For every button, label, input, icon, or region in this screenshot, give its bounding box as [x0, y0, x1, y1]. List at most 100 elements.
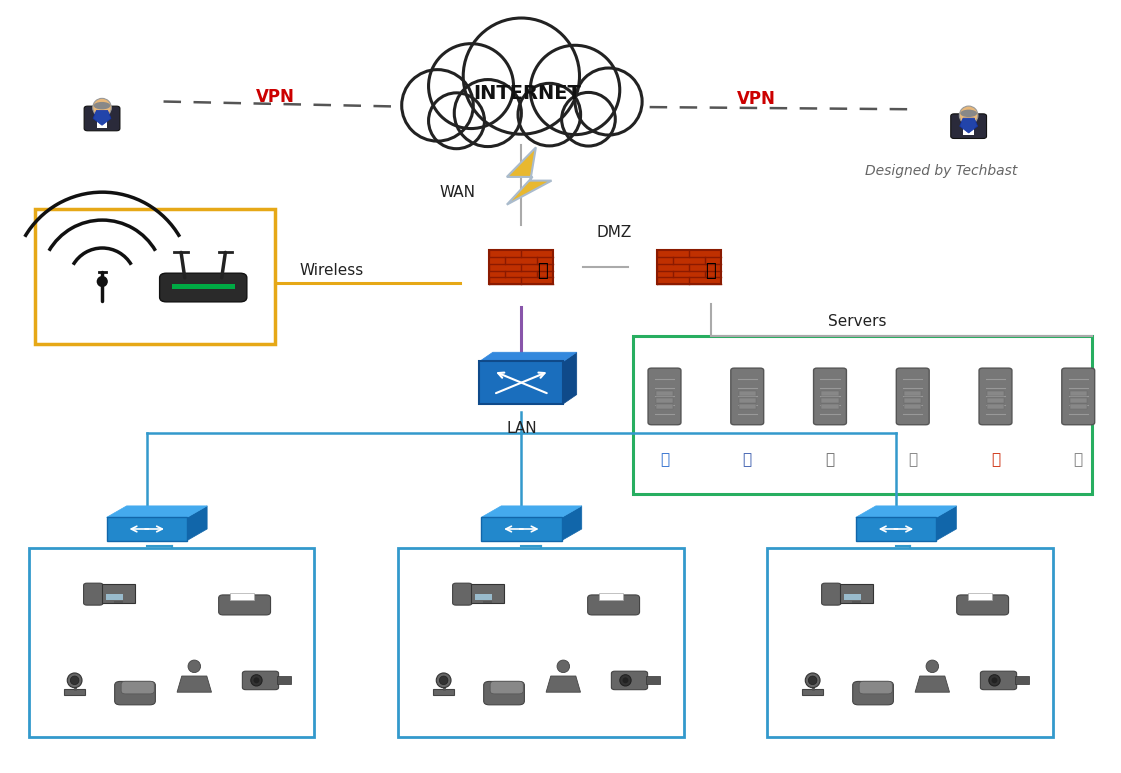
- FancyBboxPatch shape: [102, 584, 136, 603]
- FancyBboxPatch shape: [398, 548, 684, 737]
- Text: 🔥: 🔥: [705, 262, 715, 281]
- FancyBboxPatch shape: [433, 689, 454, 695]
- FancyBboxPatch shape: [219, 595, 270, 615]
- Ellipse shape: [436, 673, 451, 688]
- FancyBboxPatch shape: [480, 362, 563, 404]
- FancyBboxPatch shape: [474, 594, 492, 600]
- FancyBboxPatch shape: [739, 398, 756, 403]
- Polygon shape: [106, 506, 207, 517]
- FancyBboxPatch shape: [96, 111, 108, 128]
- FancyBboxPatch shape: [121, 681, 155, 694]
- FancyBboxPatch shape: [105, 594, 123, 600]
- FancyBboxPatch shape: [1069, 391, 1087, 397]
- FancyBboxPatch shape: [739, 391, 756, 397]
- Polygon shape: [960, 118, 978, 133]
- Ellipse shape: [518, 83, 581, 146]
- FancyBboxPatch shape: [490, 250, 554, 284]
- Polygon shape: [546, 676, 581, 692]
- Ellipse shape: [94, 102, 110, 109]
- Ellipse shape: [960, 106, 978, 124]
- Text: DMZ: DMZ: [596, 225, 632, 240]
- FancyBboxPatch shape: [611, 671, 648, 690]
- Text: 🗄: 🗄: [1074, 452, 1083, 467]
- Ellipse shape: [926, 660, 938, 673]
- FancyBboxPatch shape: [587, 595, 640, 615]
- FancyBboxPatch shape: [855, 517, 936, 540]
- Text: WAN: WAN: [439, 185, 475, 200]
- FancyBboxPatch shape: [84, 583, 103, 605]
- Ellipse shape: [622, 677, 629, 683]
- Ellipse shape: [67, 673, 82, 688]
- Ellipse shape: [557, 660, 569, 673]
- Text: 🔷: 🔷: [743, 452, 752, 467]
- Ellipse shape: [992, 677, 998, 683]
- FancyBboxPatch shape: [768, 548, 1053, 737]
- Polygon shape: [481, 506, 582, 517]
- Ellipse shape: [253, 677, 259, 683]
- FancyBboxPatch shape: [490, 681, 524, 694]
- Text: Designed by Techbast: Designed by Techbast: [864, 164, 1017, 178]
- Ellipse shape: [454, 80, 521, 147]
- Polygon shape: [93, 111, 111, 125]
- FancyBboxPatch shape: [656, 404, 673, 410]
- Ellipse shape: [428, 93, 484, 148]
- FancyBboxPatch shape: [1069, 398, 1087, 403]
- Ellipse shape: [93, 98, 111, 117]
- FancyBboxPatch shape: [106, 517, 187, 540]
- FancyBboxPatch shape: [230, 593, 253, 600]
- FancyBboxPatch shape: [656, 398, 673, 403]
- FancyBboxPatch shape: [84, 106, 120, 131]
- Ellipse shape: [530, 46, 620, 135]
- Ellipse shape: [562, 93, 615, 146]
- Ellipse shape: [401, 70, 473, 141]
- FancyBboxPatch shape: [844, 594, 861, 600]
- FancyBboxPatch shape: [633, 336, 1092, 494]
- Text: 🔥: 🔥: [537, 262, 548, 281]
- FancyBboxPatch shape: [822, 583, 841, 605]
- Ellipse shape: [989, 675, 1000, 686]
- FancyBboxPatch shape: [859, 681, 892, 694]
- Polygon shape: [507, 148, 552, 205]
- FancyBboxPatch shape: [471, 584, 504, 603]
- FancyBboxPatch shape: [35, 209, 276, 344]
- Ellipse shape: [251, 675, 262, 686]
- Text: 📋: 📋: [825, 452, 834, 467]
- Ellipse shape: [96, 276, 108, 287]
- Text: Servers: Servers: [827, 314, 886, 329]
- FancyBboxPatch shape: [731, 368, 763, 424]
- Text: 📁: 📁: [908, 452, 917, 467]
- Polygon shape: [915, 676, 949, 692]
- Ellipse shape: [463, 18, 580, 135]
- FancyBboxPatch shape: [822, 404, 839, 410]
- FancyBboxPatch shape: [956, 595, 1009, 615]
- FancyBboxPatch shape: [814, 368, 846, 424]
- FancyBboxPatch shape: [739, 404, 756, 410]
- FancyBboxPatch shape: [963, 118, 974, 135]
- Text: LAN: LAN: [506, 421, 537, 437]
- FancyBboxPatch shape: [905, 404, 921, 410]
- Ellipse shape: [961, 110, 978, 117]
- FancyBboxPatch shape: [1015, 676, 1029, 684]
- FancyBboxPatch shape: [981, 671, 1017, 690]
- FancyBboxPatch shape: [114, 682, 156, 705]
- FancyBboxPatch shape: [172, 284, 234, 289]
- FancyBboxPatch shape: [822, 391, 839, 397]
- Polygon shape: [936, 506, 956, 540]
- Ellipse shape: [188, 660, 201, 673]
- FancyBboxPatch shape: [979, 368, 1012, 424]
- FancyBboxPatch shape: [969, 593, 992, 600]
- FancyBboxPatch shape: [1069, 404, 1087, 410]
- Ellipse shape: [805, 673, 821, 688]
- Polygon shape: [562, 506, 582, 540]
- FancyBboxPatch shape: [648, 368, 680, 424]
- FancyBboxPatch shape: [1062, 368, 1095, 424]
- FancyBboxPatch shape: [656, 391, 673, 397]
- FancyBboxPatch shape: [29, 548, 315, 737]
- FancyBboxPatch shape: [242, 671, 279, 690]
- FancyBboxPatch shape: [897, 368, 929, 424]
- FancyBboxPatch shape: [453, 583, 472, 605]
- FancyBboxPatch shape: [986, 391, 1004, 397]
- FancyBboxPatch shape: [986, 398, 1004, 403]
- FancyBboxPatch shape: [853, 682, 893, 705]
- Ellipse shape: [428, 43, 513, 128]
